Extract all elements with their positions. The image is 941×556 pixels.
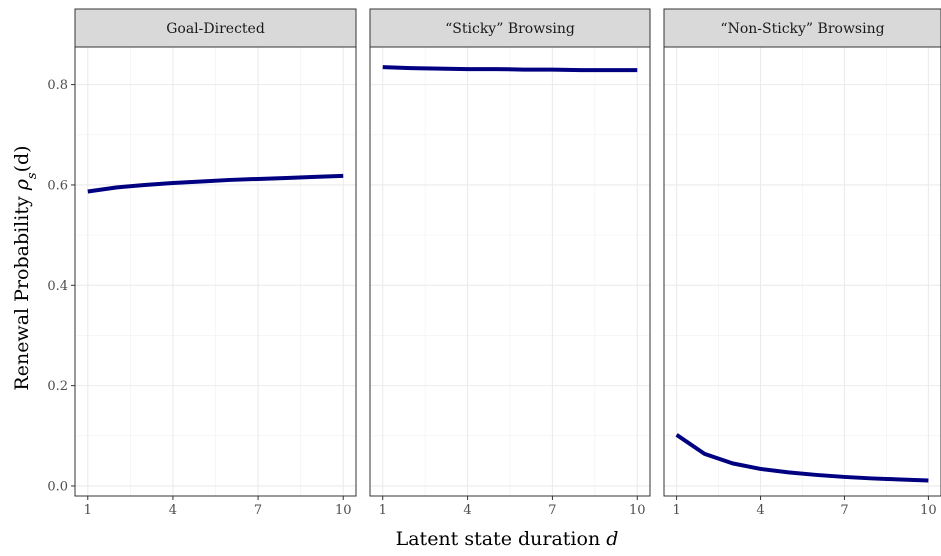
x-tick-label: 7	[840, 503, 848, 518]
y-tick-label: 0.0	[47, 479, 68, 494]
facet-strip	[74, 8, 357, 48]
y-tick-label: 0.8	[47, 78, 68, 93]
x-tick-label: 7	[254, 503, 262, 518]
facet-strip	[369, 8, 651, 48]
x-axis-title: Latent state duration d	[396, 528, 619, 550]
x-tick-label: 4	[756, 503, 764, 518]
y-axis-title: Renewal Probability ρs(d)	[11, 145, 40, 390]
panel-3: “Non-Sticky” Browsing 1 4 7 10	[663, 8, 941, 518]
panel-border	[74, 46, 357, 497]
facet-title: Goal-Directed	[166, 21, 265, 37]
series-line	[675, 433, 929, 483]
y-axis: 0.0 0.2 0.4 0.6 0.8	[47, 78, 75, 494]
x-tick-label: 1	[672, 503, 680, 518]
facet-panels: Goal-Directed 1 4 7 10 “Sticky” Browsing 1 4 7 10…	[74, 8, 941, 518]
x-tick-label: 10	[920, 503, 937, 518]
x-tick-label: 4	[463, 503, 471, 518]
facet-title: “Sticky” Browsing	[445, 21, 575, 37]
x-tick-label: 7	[548, 503, 556, 518]
panel-1: Goal-Directed 1 4 7 10	[74, 8, 357, 518]
x-tick-label: 1	[379, 503, 387, 518]
x-tick-label: 4	[169, 503, 177, 518]
series-line	[87, 173, 344, 194]
y-tick-label: 0.4	[47, 279, 68, 294]
x-tick-label: 1	[84, 503, 92, 518]
facet-strip	[663, 8, 941, 48]
x-tick-label: 10	[335, 503, 352, 518]
panel-border	[663, 46, 941, 497]
x-tick-label: 10	[629, 503, 646, 518]
y-tick-label: 0.2	[47, 379, 68, 394]
y-tick-label: 0.6	[47, 178, 68, 193]
panel-2: “Sticky” Browsing 1 4 7 10	[369, 8, 651, 518]
facet-title: “Non-Sticky” Browsing	[720, 21, 884, 37]
series-line	[382, 65, 638, 73]
panel-border	[369, 46, 651, 497]
